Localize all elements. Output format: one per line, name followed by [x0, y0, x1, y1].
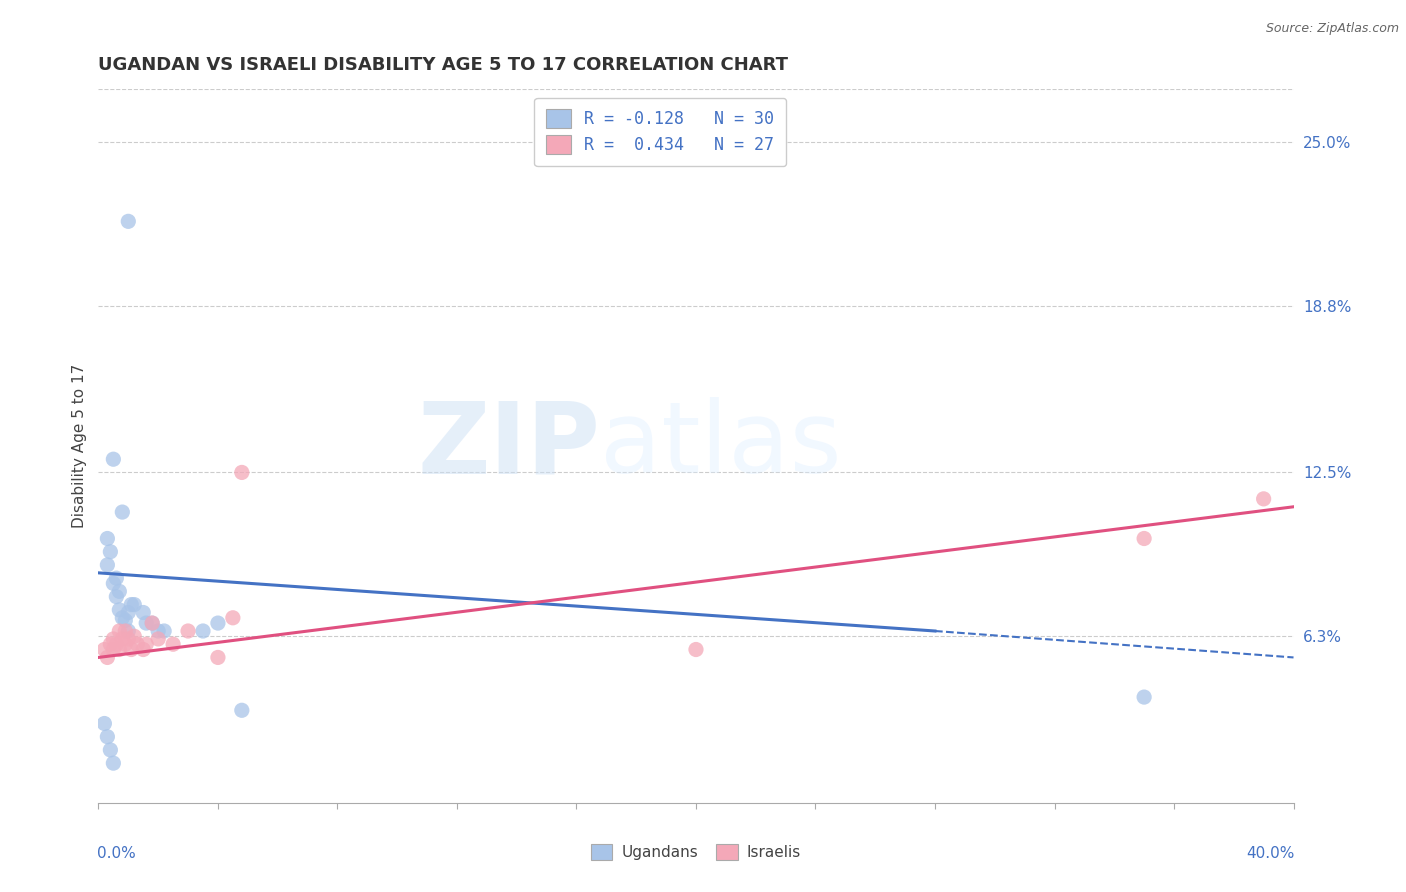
Point	[153, 624, 176, 638]
Point	[132, 642, 155, 657]
Point	[141, 616, 163, 631]
Point	[114, 624, 136, 638]
Point	[117, 624, 139, 638]
Point	[100, 743, 122, 757]
Point	[103, 642, 125, 657]
Point	[103, 576, 125, 591]
Point	[96, 730, 118, 744]
Point	[177, 624, 200, 638]
Legend: Ugandans, Israelis: Ugandans, Israelis	[585, 838, 807, 866]
Point	[222, 611, 245, 625]
Point	[114, 637, 136, 651]
Point	[103, 452, 125, 467]
Point	[103, 756, 125, 771]
Point	[96, 558, 118, 572]
Point	[93, 716, 115, 731]
Text: ZIP: ZIP	[418, 398, 600, 494]
Text: 0.0%: 0.0%	[97, 846, 136, 861]
Point	[207, 650, 229, 665]
Point	[132, 606, 155, 620]
Point	[148, 632, 170, 646]
Point	[124, 598, 146, 612]
Point	[127, 637, 149, 651]
Point	[148, 624, 170, 638]
Point	[135, 637, 157, 651]
Point	[108, 624, 131, 638]
Point	[96, 532, 118, 546]
Point	[111, 611, 134, 625]
Point	[111, 505, 134, 519]
Point	[105, 637, 128, 651]
Point	[124, 629, 146, 643]
Point	[117, 606, 139, 620]
Point	[100, 637, 122, 651]
Point	[117, 214, 139, 228]
Point	[162, 637, 184, 651]
Point	[207, 616, 229, 631]
Point	[135, 616, 157, 631]
Point	[231, 466, 253, 480]
Point	[1253, 491, 1275, 506]
Point	[105, 571, 128, 585]
Point	[108, 642, 131, 657]
Point	[108, 584, 131, 599]
Point	[114, 614, 136, 628]
Point	[103, 632, 125, 646]
Text: UGANDAN VS ISRAELI DISABILITY AGE 5 TO 17 CORRELATION CHART: UGANDAN VS ISRAELI DISABILITY AGE 5 TO 1…	[98, 56, 789, 74]
Point	[685, 642, 707, 657]
Y-axis label: Disability Age 5 to 17: Disability Age 5 to 17	[72, 364, 87, 528]
Point	[1133, 532, 1156, 546]
Point	[231, 703, 253, 717]
Text: Source: ZipAtlas.com: Source: ZipAtlas.com	[1265, 22, 1399, 36]
Point	[120, 642, 142, 657]
Point	[1133, 690, 1156, 704]
Point	[96, 650, 118, 665]
Point	[141, 616, 163, 631]
Point	[191, 624, 214, 638]
Text: 40.0%: 40.0%	[1246, 846, 1295, 861]
Text: atlas: atlas	[600, 398, 842, 494]
Point	[108, 603, 131, 617]
Point	[105, 590, 128, 604]
Point	[120, 598, 142, 612]
Point	[93, 642, 115, 657]
Point	[117, 632, 139, 646]
Point	[111, 632, 134, 646]
Point	[100, 545, 122, 559]
